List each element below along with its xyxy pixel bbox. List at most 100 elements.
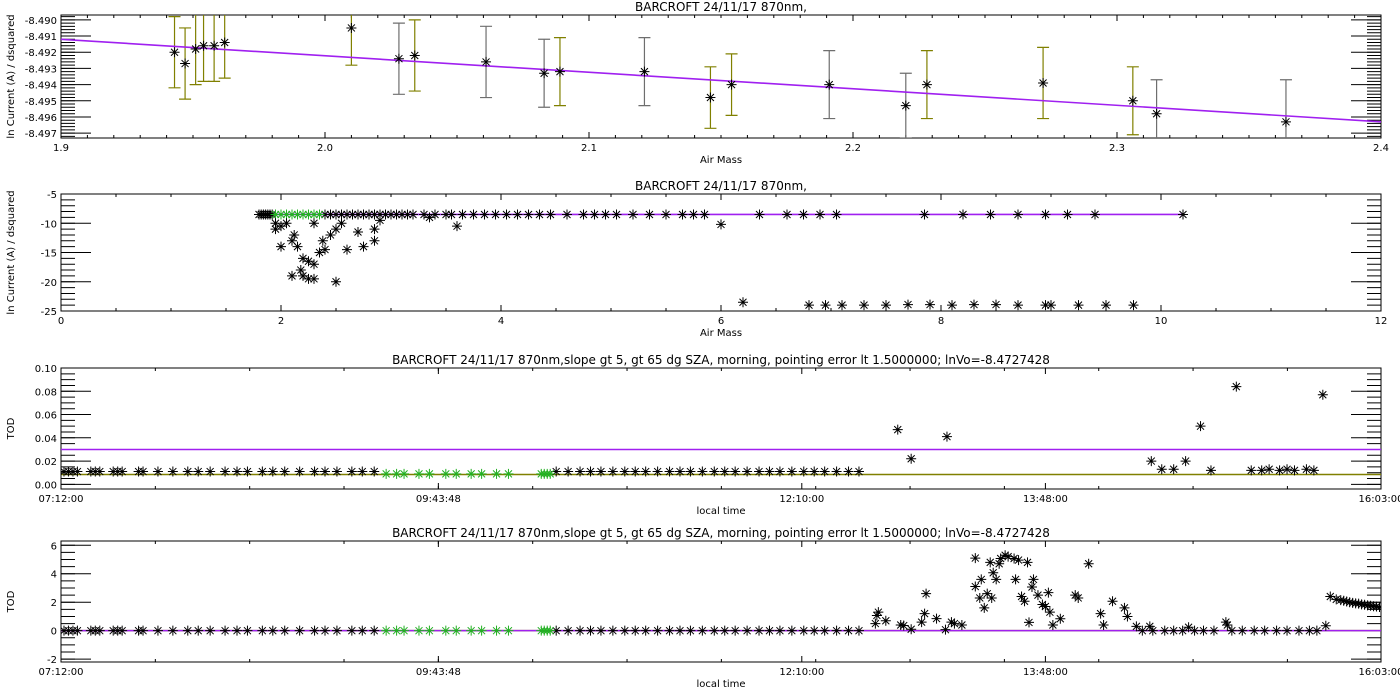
chart-title: BARCROFT 24/11/17 870nm,	[635, 179, 807, 193]
data-point-highlighted	[424, 468, 435, 479]
data-point	[369, 209, 380, 220]
data-point	[619, 625, 630, 636]
data-point	[1317, 389, 1328, 400]
data-point	[786, 466, 797, 477]
data-point	[1304, 625, 1315, 636]
data-point	[309, 218, 319, 229]
data-point	[730, 625, 741, 636]
panel-4: BARCROFT 24/11/17 870nm,slope gt 5, gt 6…	[6, 526, 1400, 690]
data-point-highlighted	[391, 468, 402, 479]
data-point	[843, 625, 854, 636]
y-tick-label: -8.492	[25, 48, 57, 59]
y-axis-title: ln Current (A) / dsquared	[6, 14, 17, 138]
data-point	[630, 466, 641, 477]
data-point-highlighted	[309, 209, 319, 220]
data-point	[1249, 625, 1260, 636]
data-point	[1090, 209, 1100, 220]
data-point	[730, 466, 741, 477]
data-point	[331, 276, 341, 287]
data-point	[331, 466, 342, 477]
data-point	[949, 618, 960, 629]
data-point	[563, 466, 574, 477]
data-point	[1311, 625, 1322, 636]
data-point	[554, 66, 565, 77]
data-point	[336, 218, 347, 229]
data-point	[709, 466, 720, 477]
data-point	[719, 466, 730, 477]
data-point	[523, 209, 534, 220]
data-point	[585, 466, 596, 477]
x-tick-label: 0	[58, 316, 64, 327]
data-point	[257, 466, 268, 477]
data-point	[346, 625, 357, 636]
plot-frame	[60, 14, 1382, 139]
data-point	[685, 466, 696, 477]
data-point	[919, 608, 930, 619]
data-point	[754, 625, 765, 636]
data-point	[600, 209, 611, 220]
data-point-highlighted	[466, 625, 477, 636]
data-point	[979, 602, 990, 613]
data-point	[575, 625, 586, 636]
data-point	[674, 625, 685, 636]
data-point	[287, 235, 297, 246]
data-point	[1353, 598, 1364, 609]
data-point-highlighted	[413, 625, 424, 636]
data-point	[1037, 599, 1048, 610]
data-point	[652, 466, 663, 477]
data-point-highlighted	[270, 209, 281, 220]
data-point	[452, 221, 462, 232]
data-point	[1264, 464, 1275, 475]
y-tick-label: -8.497	[25, 129, 57, 140]
data-point	[287, 270, 297, 281]
data-point	[353, 209, 363, 220]
data-point	[804, 300, 814, 311]
x-axis-title: Air Mass	[700, 328, 742, 339]
data-point	[697, 625, 708, 636]
data-point	[859, 300, 869, 311]
data-point	[441, 209, 451, 220]
data-point	[798, 209, 809, 220]
data-point	[117, 625, 128, 636]
data-point-highlighted	[287, 209, 297, 220]
data-point	[919, 209, 930, 220]
plot-frame	[60, 367, 1382, 490]
y-tick-label: 0.08	[35, 387, 57, 398]
data-point	[956, 619, 967, 630]
x-tick-label: 13:48:00	[1023, 667, 1068, 678]
data-point	[205, 466, 216, 477]
data-point	[270, 224, 281, 235]
data-point	[242, 466, 253, 477]
data-point	[551, 466, 562, 477]
data-point	[982, 588, 993, 599]
data-point	[1331, 594, 1342, 605]
data-point	[1009, 553, 1020, 564]
data-point	[479, 209, 490, 220]
data-point	[402, 209, 413, 220]
data-point	[309, 466, 320, 477]
data-point	[1013, 555, 1024, 566]
data-point-highlighted	[381, 468, 392, 479]
data-point	[1335, 595, 1346, 606]
data-point	[831, 466, 842, 477]
data-point	[697, 466, 708, 477]
data-point	[1177, 625, 1188, 636]
data-point	[892, 424, 903, 435]
data-point	[726, 79, 737, 90]
chart-title: BARCROFT 24/11/17 870nm,slope gt 5, gt 6…	[392, 526, 1050, 540]
data-point	[364, 209, 374, 220]
data-point	[1122, 611, 1133, 622]
data-point	[1359, 599, 1370, 610]
data-point	[512, 209, 523, 220]
y-tick-label: -20	[41, 278, 57, 289]
data-point-highlighted	[466, 468, 477, 479]
data-point	[419, 209, 429, 220]
data-point	[986, 592, 997, 603]
data-point	[985, 209, 996, 220]
x-tick-label: 07:12:00	[39, 667, 84, 678]
x-tick-label: 13:48:00	[1023, 494, 1068, 505]
data-point	[295, 265, 306, 276]
data-point	[336, 209, 347, 220]
data-point	[490, 209, 501, 220]
